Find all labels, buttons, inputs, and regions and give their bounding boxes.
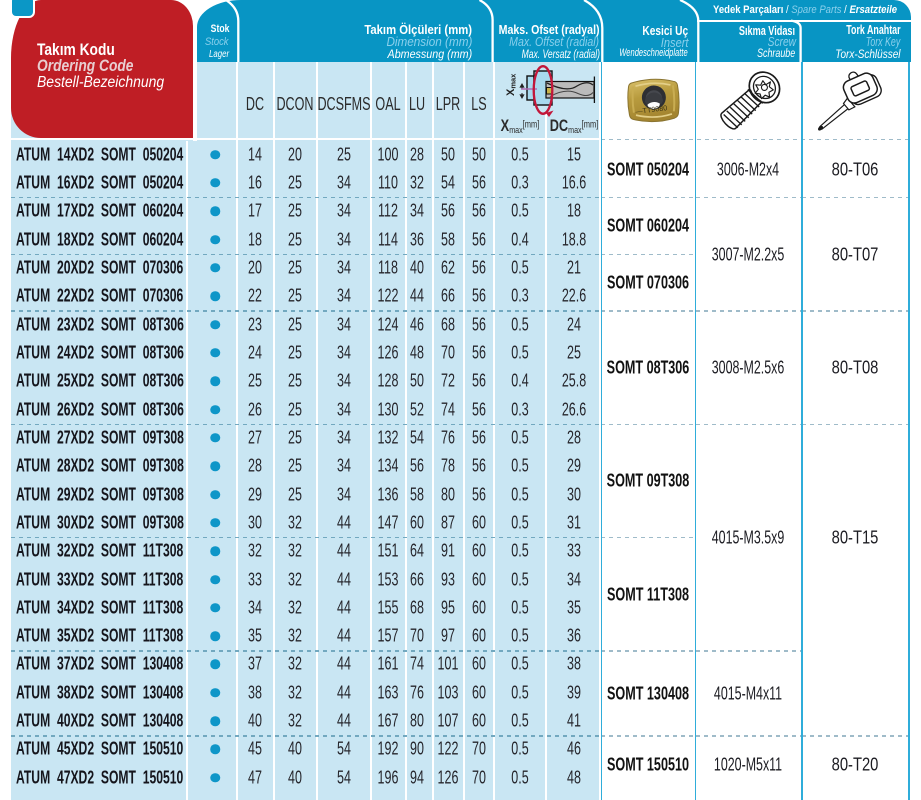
svg-text:—TT9080: —TT9080 xyxy=(635,103,668,116)
svg-text:Xmax: Xmax xyxy=(505,73,518,96)
